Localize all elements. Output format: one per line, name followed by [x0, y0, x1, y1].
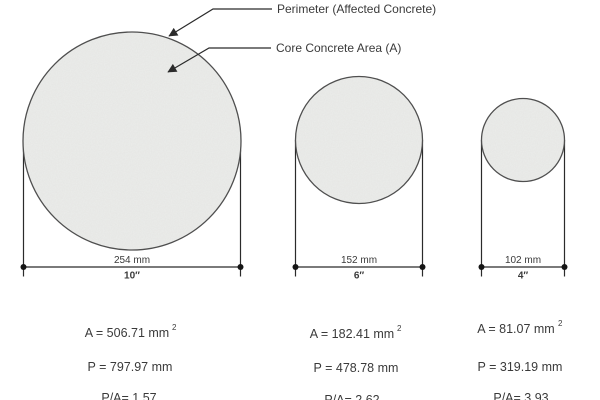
values-4in: A = 81.07 mm 2 P = 319.19 mm P/A= 3.93 — [477, 319, 563, 400]
area-value: A = 182.41 mm — [310, 327, 394, 341]
dimension-dot-left — [478, 264, 485, 270]
callout-core-area: Core Concrete Area (A) — [167, 41, 401, 73]
core-circle-6in-texture — [296, 77, 422, 203]
area-superscript: 2 — [397, 324, 402, 333]
dimension-dot-left — [20, 264, 27, 270]
perimeter-value: P = 478.78 mm — [314, 361, 399, 375]
dimension-dot-right — [561, 264, 568, 270]
dimension-label-mm: 254 mm — [114, 255, 150, 266]
area-value: A = 81.07 mm — [477, 322, 554, 336]
core-circle-10in-texture — [24, 33, 240, 249]
dimension-label-mm: 102 mm — [505, 255, 541, 266]
dimension-set-10in: 254 mm 10″ — [20, 141, 244, 282]
perimeter-leader-arrow-icon — [168, 8, 272, 37]
ratio-value: P/A= 1.57 — [101, 391, 156, 400]
dimension-label-inch: 10″ — [124, 271, 140, 282]
dimension-dot-right — [419, 264, 426, 270]
area-superscript: 2 — [172, 323, 177, 332]
dimension-label-inch: 4″ — [518, 271, 529, 282]
core-circle-4in-texture — [482, 99, 564, 181]
dimension-dot-left — [292, 264, 299, 270]
area-superscript: 2 — [558, 319, 563, 328]
core-circles — [22, 31, 566, 251]
core-area-leader-arrow-icon — [167, 47, 271, 73]
dimension-dot-right — [237, 264, 244, 270]
area-value: A = 506.71 mm — [85, 326, 169, 340]
dimension-label-mm: 152 mm — [341, 255, 377, 266]
values-6in: A = 182.41 mm 2 P = 478.78 mm P/A= 2.62 — [310, 324, 402, 400]
perimeter-label: Perimeter (Affected Concrete) — [277, 2, 436, 16]
perimeter-value: P = 797.97 mm — [88, 360, 173, 374]
callout-perimeter: Perimeter (Affected Concrete) — [168, 2, 436, 37]
core-area-label: Core Concrete Area (A) — [276, 41, 401, 55]
ratio-value: P/A= 2.62 — [324, 393, 379, 400]
values-10in: A = 506.71 mm 2 P = 797.97 mm P/A= 1.57 — [85, 323, 177, 400]
ratio-value: P/A= 3.93 — [493, 391, 548, 400]
dimension-set-6in: 152 mm 6″ — [292, 140, 426, 282]
dimension-set-4in: 102 mm 4″ — [478, 140, 568, 282]
perimeter-value: P = 319.19 mm — [478, 360, 563, 374]
dimension-label-inch: 6″ — [354, 271, 365, 282]
